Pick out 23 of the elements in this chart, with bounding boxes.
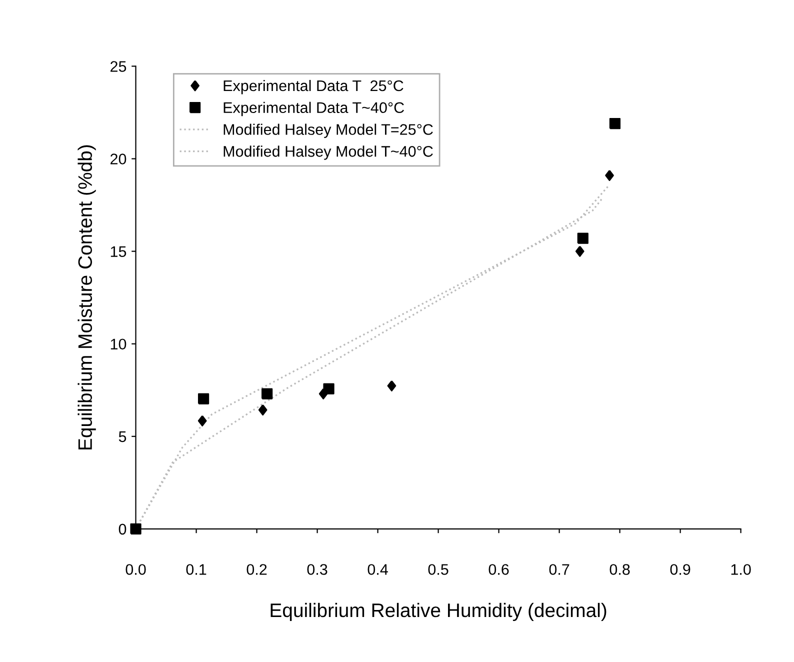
x-tick-label: 1.0 [731, 564, 751, 575]
y-tick-label: 5 [118, 431, 126, 442]
x-tick-label: 0.6 [488, 564, 509, 575]
x-tick-label: 0.8 [610, 564, 630, 575]
x-tick-label: 0.7 [549, 564, 570, 575]
legend-label: Experimental Data T~40°C [224, 102, 404, 116]
legend-label: Experimental Data T 25°C [224, 80, 404, 94]
legend-label: Modified Halsey Model T~40°C [224, 146, 433, 160]
x-axis-title: Equilibrium Relative Humidity (decimal) [270, 602, 606, 622]
x-tick-label: 0.3 [307, 564, 328, 575]
y-tick-label: 20 [110, 154, 126, 164]
x-tick-label: 0.5 [428, 564, 448, 575]
x-tick-label: 0.1 [186, 564, 206, 575]
y-tick-label: 15 [110, 246, 126, 257]
x-tick-label: 0.2 [246, 564, 267, 575]
legend-label: Modified Halsey Model T=25°C [224, 124, 433, 138]
x-tick-label: 0.4 [368, 564, 388, 575]
x-tick-label: 0.9 [670, 564, 690, 575]
y-tick-label: 10 [110, 338, 126, 350]
y-tick-label: 0 [118, 524, 126, 535]
y-axis-title: Equilibrium Moisture Content (%db) [78, 145, 96, 450]
x-tick-label: 0.0 [126, 564, 146, 575]
y-tick-label: 25 [110, 61, 126, 72]
